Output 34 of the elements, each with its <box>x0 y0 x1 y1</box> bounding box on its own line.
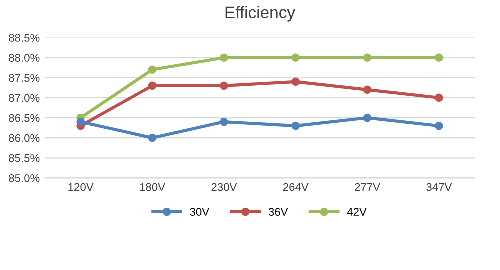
point <box>292 78 300 86</box>
point <box>220 82 228 90</box>
y-tick-label: 88.5% <box>9 34 40 42</box>
point <box>435 54 444 62</box>
x-tick-label: 180V <box>140 183 166 192</box>
y-tick-label: 87.5% <box>9 74 40 82</box>
chart-title: Efficiency <box>226 6 296 22</box>
x-tick-label: 264V <box>283 183 309 192</box>
y-tick-label: 87.0% <box>9 94 40 102</box>
x-tick-label: 277V <box>355 183 380 192</box>
point <box>292 54 300 62</box>
y-tick-label: 86.5% <box>9 114 40 122</box>
point <box>148 82 157 90</box>
x-tick-label: 347V <box>426 183 452 192</box>
point <box>363 54 372 62</box>
point <box>363 114 372 122</box>
point <box>435 94 444 102</box>
y-tick-label: 88.0% <box>9 54 40 62</box>
point <box>148 134 157 142</box>
point <box>148 66 157 74</box>
point <box>435 122 444 130</box>
y-tick-label: 85.5% <box>9 154 40 162</box>
point <box>220 118 228 126</box>
point <box>220 54 228 62</box>
y-tick-label: 86.0% <box>9 134 40 142</box>
point <box>76 118 85 126</box>
x-tick-label: 230V <box>212 183 238 192</box>
legend-label: 30V <box>190 208 210 216</box>
point <box>363 86 372 94</box>
point <box>292 122 300 130</box>
x-tick-label: 120V <box>68 183 94 192</box>
legend-label: 36V <box>268 208 288 216</box>
legend-label: 42V <box>347 208 367 216</box>
y-tick-label: 85.0% <box>9 174 40 182</box>
